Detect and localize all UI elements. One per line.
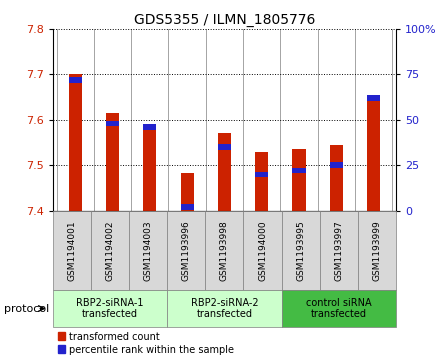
Text: GSM1193998: GSM1193998 (220, 220, 229, 281)
Bar (143, 125, 156, 130)
Bar (293, 168, 305, 173)
Bar (180, 204, 194, 210)
Bar (330, 163, 343, 168)
Legend: transformed count, percentile rank within the sample: transformed count, percentile rank withi… (58, 331, 235, 355)
Bar (218, 144, 231, 150)
Bar (330, 145, 343, 211)
Bar (367, 95, 380, 211)
Bar (143, 125, 156, 211)
Text: control siRNA
transfected: control siRNA transfected (306, 298, 372, 319)
Bar (255, 151, 268, 211)
Text: GSM1193996: GSM1193996 (182, 220, 191, 281)
Bar (180, 173, 194, 211)
Bar (69, 77, 82, 83)
Bar (106, 113, 119, 211)
Text: GSM1194003: GSM1194003 (143, 220, 153, 281)
Text: GSM1193995: GSM1193995 (296, 220, 305, 281)
Text: protocol: protocol (4, 303, 50, 314)
Bar (218, 133, 231, 211)
Text: GSM1194002: GSM1194002 (106, 220, 114, 281)
Title: GDS5355 / ILMN_1805776: GDS5355 / ILMN_1805776 (134, 13, 315, 26)
Bar (69, 74, 82, 211)
Text: RBP2-siRNA-1
transfected: RBP2-siRNA-1 transfected (76, 298, 144, 319)
Text: RBP2-siRNA-2
transfected: RBP2-siRNA-2 transfected (191, 298, 258, 319)
Text: GSM1193997: GSM1193997 (334, 220, 343, 281)
Text: GSM1194000: GSM1194000 (258, 220, 267, 281)
Bar (293, 149, 305, 211)
Bar (106, 121, 119, 126)
Text: GSM1194001: GSM1194001 (67, 220, 77, 281)
Bar (367, 95, 380, 101)
Bar (255, 172, 268, 177)
Text: GSM1193999: GSM1193999 (372, 220, 381, 281)
